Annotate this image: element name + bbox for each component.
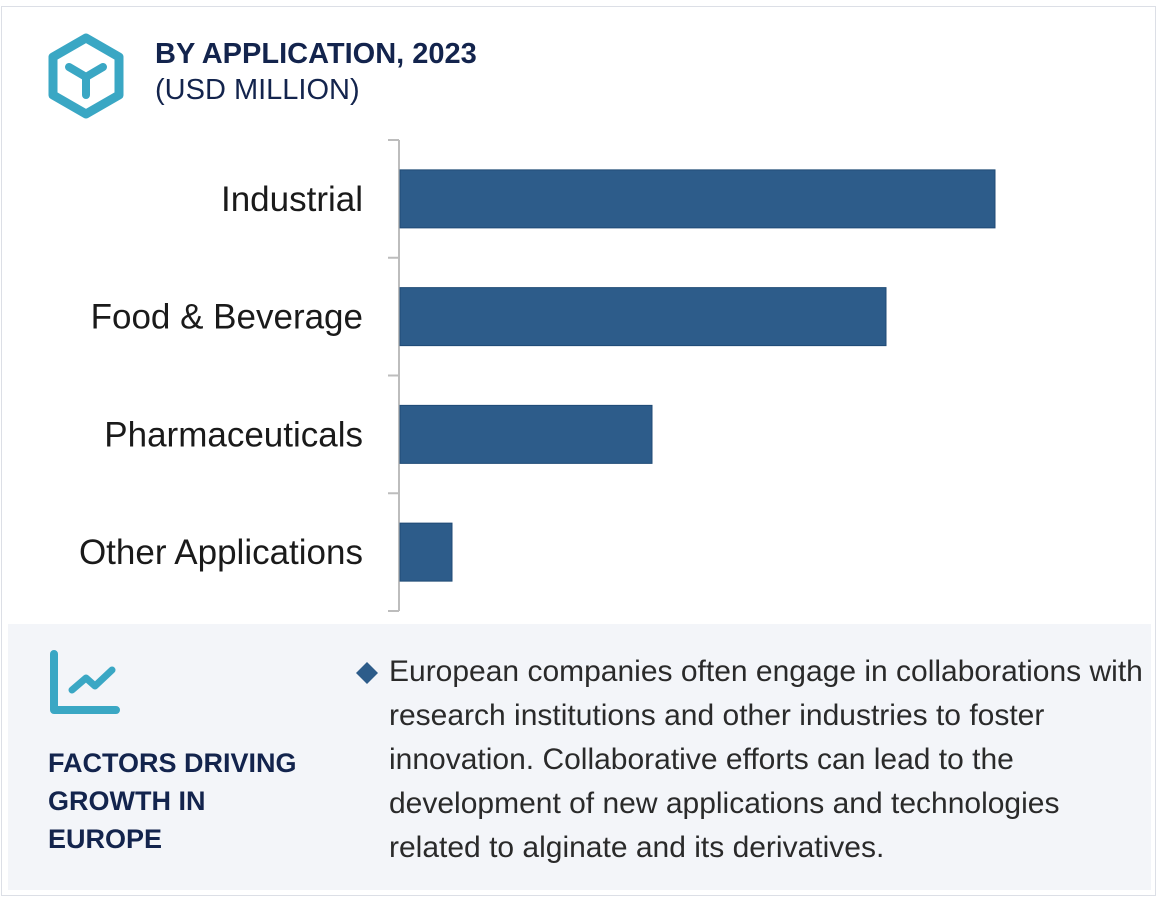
panel-heading: FACTORS DRIVING GROWTH IN EUROPE [48, 748, 297, 854]
bar-food-beverage [399, 287, 887, 347]
chart-subtitle: (USD MILLION) [155, 74, 360, 106]
diamond-bullet-icon [356, 662, 378, 684]
category-label: Industrial [221, 180, 363, 219]
chart-title: BY APPLICATION, 2023 [155, 38, 477, 70]
bar-industrial [399, 169, 996, 229]
category-label: Food & Beverage [91, 298, 363, 337]
line-chart-growth-icon [50, 650, 120, 714]
bar-chart: Industrial Food & Beverage Pharmaceuticals… [79, 139, 996, 612]
hexagon-cube-icon [48, 33, 124, 119]
category-label: Pharmaceuticals [104, 415, 363, 454]
growth-factors-panel: FACTORS DRIVING GROWTH IN EUROPE Europea… [8, 624, 1151, 890]
bar-other-applications [399, 522, 453, 582]
bar-pharmaceuticals [399, 404, 653, 464]
category-label: Other Applications [79, 533, 363, 572]
panel-text: European companies often engage in colla… [389, 655, 1143, 864]
